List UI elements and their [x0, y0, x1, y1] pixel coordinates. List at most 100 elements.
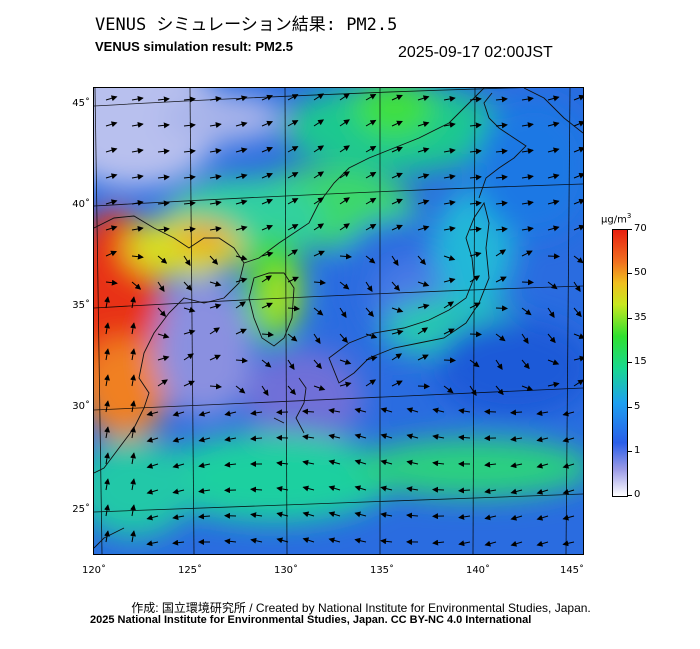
colorbar-label-5: 5 — [634, 401, 641, 412]
wind-arrow — [157, 332, 170, 339]
wind-arrow — [261, 198, 274, 205]
wind-arrow — [198, 462, 211, 469]
colorbar-tick — [627, 407, 632, 408]
wind-arrow — [130, 504, 136, 517]
wind-arrow — [417, 121, 430, 128]
wind-arrow — [469, 174, 482, 181]
wind-arrow — [406, 407, 419, 414]
wind-arrow — [432, 539, 445, 546]
wind-arrow — [302, 485, 315, 492]
wind-arrow — [287, 276, 299, 283]
wind-arrow — [536, 436, 549, 443]
wind-arrow — [354, 537, 367, 544]
wind-arrow — [365, 379, 377, 387]
wind-arrow — [105, 147, 118, 154]
wind-arrow — [130, 530, 136, 543]
wind-arrow — [365, 93, 377, 101]
wind-arrow — [547, 147, 560, 154]
wind-arrow — [391, 224, 403, 231]
wind-arrow — [183, 380, 195, 387]
wind-arrow — [547, 359, 560, 365]
colorbar-tick — [627, 273, 632, 274]
wind-arrow — [391, 255, 399, 267]
wind-arrow — [209, 327, 220, 335]
wind-arrow — [131, 174, 144, 180]
wind-arrow — [417, 225, 430, 232]
wind-arrow — [157, 200, 170, 207]
wind-arrow — [235, 357, 248, 364]
wind-arrow — [261, 94, 274, 101]
wind-arrow — [302, 434, 315, 441]
wind-arrow — [380, 407, 393, 414]
wind-arrow — [130, 452, 136, 465]
lon-label-125: 125˚ — [177, 565, 203, 576]
wind-arrow — [209, 200, 222, 206]
wind-arrow — [235, 173, 248, 180]
wind-arrow — [130, 348, 136, 361]
timestamp: 2025-09-17 02:00JST — [398, 44, 553, 61]
wind-arrow — [458, 513, 471, 520]
wind-arrow — [104, 426, 110, 439]
wind-arrow — [172, 436, 185, 443]
wind-arrow — [562, 514, 575, 521]
wind-arrow — [443, 255, 456, 261]
wind-arrow — [339, 253, 352, 260]
wind-arrow — [391, 329, 404, 336]
wind-arrow — [484, 540, 497, 547]
wind-arrow — [406, 459, 419, 466]
wind-arrow — [250, 486, 263, 493]
wind-arrow — [443, 121, 456, 128]
wind-arrow — [458, 434, 471, 441]
wind-arrow — [432, 433, 445, 440]
wind-arrow — [328, 537, 341, 544]
wind-arrow — [547, 333, 556, 344]
wind-arrow — [172, 539, 185, 546]
wind-arrow — [417, 303, 430, 310]
wind-arrow — [313, 93, 325, 101]
wind-arrow — [287, 198, 299, 205]
wind-arrow — [328, 407, 341, 414]
wind-arrow — [547, 95, 560, 102]
wind-arrow — [573, 255, 583, 264]
wind-arrow — [417, 383, 430, 390]
wind-arrow — [339, 145, 350, 153]
wind-arrow — [443, 357, 456, 364]
wind-arrow — [105, 121, 118, 128]
wind-arrow — [547, 381, 560, 388]
wind-arrow — [261, 275, 272, 283]
wind-arrow — [495, 174, 508, 181]
wind-arrow — [573, 172, 583, 179]
wind-arrow — [130, 478, 136, 491]
wind-arrow — [313, 250, 325, 257]
wind-arrow — [458, 540, 471, 547]
wind-arrow — [469, 359, 480, 368]
wind-arrow — [547, 307, 555, 319]
wind-arrow — [406, 512, 419, 519]
wind-arrow — [276, 537, 289, 544]
credit-line-1: 作成: 国立環境研究所 / Created by National Instit… — [131, 601, 591, 615]
wind-arrow — [495, 200, 508, 207]
wind-arrow — [104, 374, 110, 387]
wind-arrow — [235, 328, 247, 335]
wind-arrow — [339, 359, 352, 365]
colorbar-label-15: 15 — [634, 356, 647, 367]
wind-arrow — [521, 174, 534, 181]
wind-arrow — [536, 462, 549, 469]
wind-arrow — [573, 379, 583, 387]
wind-arrow — [131, 96, 144, 102]
wind-arrow — [406, 433, 419, 440]
wind-arrow — [536, 488, 549, 495]
unit-superscript: 3 — [626, 212, 632, 220]
wind-arrow — [276, 485, 289, 492]
wind-arrow — [209, 122, 222, 128]
wind-arrow — [302, 537, 315, 544]
wind-arrow — [484, 461, 497, 468]
wind-arrow — [365, 171, 377, 179]
wind-arrow — [235, 254, 248, 261]
colorbar-label-0: 0 — [634, 489, 641, 500]
wind-arrow — [146, 410, 159, 417]
wind-arrow — [105, 173, 118, 180]
wind-arrow — [547, 225, 560, 232]
wind-arrow — [313, 279, 326, 286]
wind-arrow — [287, 146, 299, 153]
